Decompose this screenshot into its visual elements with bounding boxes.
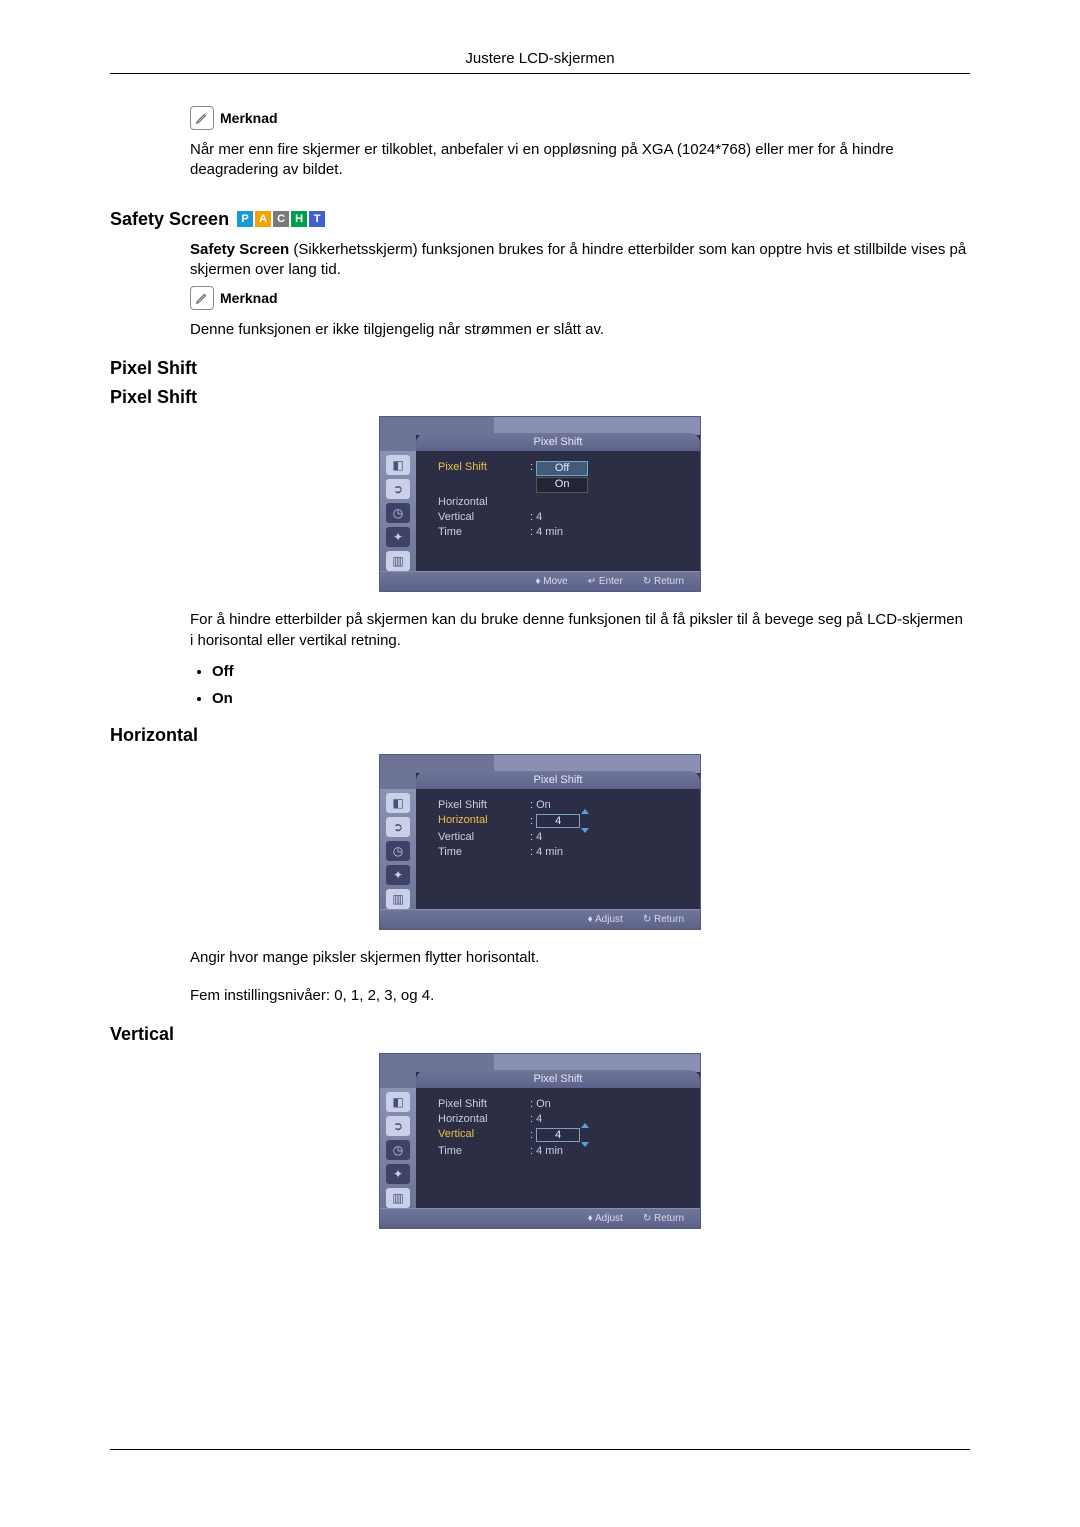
osd-icon-timer: ◷: [386, 1140, 410, 1160]
horizontal-desc1: Angir hvor mange piksler skjermen flytte…: [190, 948, 970, 968]
osd1-time-value: : 4 min: [530, 526, 686, 538]
vertical-heading: Vertical: [110, 1024, 970, 1045]
osd2-vertical-value: : 4: [530, 831, 686, 843]
osd1-horizontal-label: Horizontal: [438, 496, 530, 508]
safety-screen-heading: Safety Screen P A C H T: [110, 209, 970, 230]
note-label-2: Merknad: [220, 290, 278, 306]
note-block: Merknad: [190, 106, 970, 130]
osd2-footer-adjust: Adjust: [595, 914, 623, 925]
osd-icon-pip: ◧: [386, 1092, 410, 1112]
osd3-horizontal-label: Horizontal: [438, 1113, 530, 1125]
osd3-time-value: : 4 min: [530, 1145, 686, 1157]
osd2-footer-return: Return: [654, 914, 684, 925]
osd2-pixelshift-value: : On: [530, 799, 686, 811]
osd3-footer-return: Return: [654, 1213, 684, 1224]
osd2-footer: ♦ Adjust ↻ Return: [380, 909, 700, 929]
horizontal-heading: Horizontal: [110, 725, 970, 746]
osd3-pixelshift-value: : On: [530, 1098, 686, 1110]
badge-p: P: [237, 211, 253, 227]
note-label: Merknad: [220, 110, 278, 126]
horizontal-desc2: Fem instillingsnivåer: 0, 1, 2, 3, og 4.: [190, 986, 970, 1006]
osd1-footer-enter: Enter: [599, 576, 623, 587]
pixel-shift-options: Off On: [190, 663, 970, 707]
safety-note-text: Denne funksjonen er ikke tilgjengelig nå…: [190, 320, 970, 340]
osd1-footer-move: Move: [543, 576, 567, 587]
footer-rule: [110, 1449, 970, 1450]
osd1-vertical-value: : 4: [530, 511, 686, 523]
osd-screen-2: Pixel Shift ◧ ➲ ◷ ✦ ▥ Pixel Shift: On Ho…: [379, 754, 701, 930]
osd-icon-multi: ▥: [386, 551, 410, 571]
safety-screen-rest: (Sikkerhetsskjerm) funksjonen brukes for…: [190, 241, 966, 278]
osd1-pixelshift-value[interactable]: Off: [536, 461, 588, 476]
osd1-time-label: Time: [438, 526, 530, 538]
osd-sidebar-icons: ◧ ➲ ◷ ✦ ▥: [380, 451, 416, 571]
mode-badges: P A C H T: [237, 211, 325, 227]
osd-icon-timer: ◷: [386, 841, 410, 861]
osd2-vertical-label: Vertical: [438, 831, 530, 843]
safety-screen-bold: Safety Screen: [190, 241, 289, 258]
option-off: Off: [212, 663, 970, 680]
pixel-shift-desc: For å hindre etterbilder på skjermen kan…: [190, 610, 970, 651]
note-block-2: Merknad: [190, 286, 970, 310]
osd-icon-timer: ◷: [386, 503, 410, 523]
pixel-shift-heading1: Pixel Shift: [110, 358, 970, 379]
option-on: On: [212, 690, 970, 707]
safety-screen-text: Safety Screen (Sikkerhetsskjerm) funksjo…: [190, 240, 970, 281]
osd3-horizontal-value: : 4: [530, 1113, 686, 1125]
header-rule: [110, 73, 970, 74]
badge-t: T: [309, 211, 325, 227]
pixel-shift-heading2: Pixel Shift: [110, 387, 970, 408]
note1-text: Når mer enn fire skjermer er tilkoblet, …: [190, 140, 970, 181]
osd2-horizontal-value[interactable]: 4: [536, 814, 580, 828]
osd-icon-setup: ✦: [386, 1164, 410, 1184]
osd1-footer: ♦ Move ↵ Enter ↻ Return: [380, 571, 700, 591]
osd3-time-label: Time: [438, 1145, 530, 1157]
osd1-title: Pixel Shift: [416, 433, 700, 451]
osd3-title: Pixel Shift: [416, 1070, 700, 1088]
osd3-footer: ♦ Adjust ↻ Return: [380, 1208, 700, 1228]
osd-icon-source: ➲: [386, 479, 410, 499]
osd-icon-pip: ◧: [386, 793, 410, 813]
osd3-vertical-value[interactable]: 4: [536, 1128, 580, 1142]
page-header: Justere LCD-skjermen: [110, 50, 970, 73]
osd-sidebar-icons: ◧ ➲ ◷ ✦ ▥: [380, 1088, 416, 1208]
osd1-horizontal-value: [530, 496, 686, 508]
osd1-pixelshift-alt[interactable]: On: [536, 477, 588, 492]
osd-icon-setup: ✦: [386, 865, 410, 885]
safety-screen-title: Safety Screen: [110, 209, 229, 230]
osd2-title: Pixel Shift: [416, 771, 700, 789]
osd-icon-source: ➲: [386, 1116, 410, 1136]
osd-icon-multi: ▥: [386, 889, 410, 909]
osd2-time-value: : 4 min: [530, 846, 686, 858]
badge-c: C: [273, 211, 289, 227]
badge-a: A: [255, 211, 271, 227]
osd-icon-pip: ◧: [386, 455, 410, 475]
osd-screen-3: Pixel Shift ◧ ➲ ◷ ✦ ▥ Pixel Shift: On Ho…: [379, 1053, 701, 1229]
osd3-pixelshift-label: Pixel Shift: [438, 1098, 530, 1110]
osd1-footer-return: Return: [654, 576, 684, 587]
osd-sidebar-icons: ◧ ➲ ◷ ✦ ▥: [380, 789, 416, 909]
osd-icon-multi: ▥: [386, 1188, 410, 1208]
osd2-pixelshift-label: Pixel Shift: [438, 799, 530, 811]
osd1-vertical-label: Vertical: [438, 511, 530, 523]
osd1-pixelshift-label: Pixel Shift: [438, 461, 530, 492]
osd3-footer-adjust: Adjust: [595, 1213, 623, 1224]
pencil-icon: [190, 286, 214, 310]
badge-h: H: [291, 211, 307, 227]
osd3-vertical-label: Vertical: [438, 1128, 530, 1142]
osd-icon-source: ➲: [386, 817, 410, 837]
osd2-time-label: Time: [438, 846, 530, 858]
pencil-icon: [190, 106, 214, 130]
osd-screen-1: Pixel Shift ◧ ➲ ◷ ✦ ▥ Pixel Shift : Off …: [379, 416, 701, 592]
osd-icon-setup: ✦: [386, 527, 410, 547]
osd2-horizontal-label: Horizontal: [438, 814, 530, 828]
